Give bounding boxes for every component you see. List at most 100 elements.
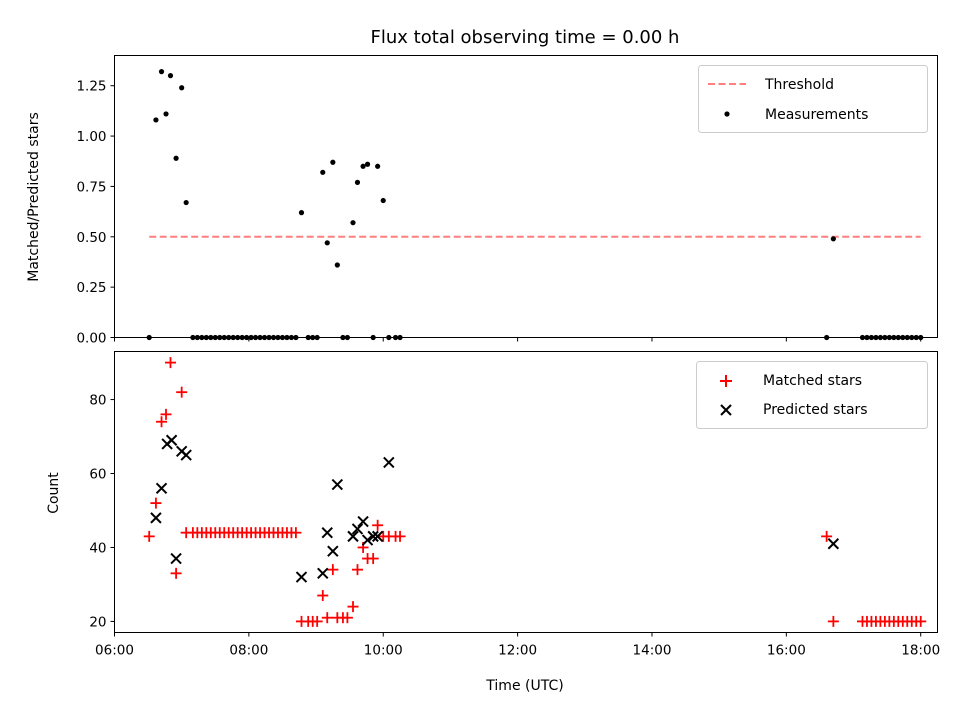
bottom-x-tick-label: 16:00 — [767, 643, 806, 659]
legend-label-threshold: Threshold — [764, 77, 834, 93]
predicted-star-marker — [180, 449, 192, 461]
top-plot: 0.00 0.25 0.50 0.75 1.00 1.25 Matched/Predict… — [26, 55, 938, 347]
x-axis-label: Time (UTC) — [485, 678, 563, 694]
measurement-point — [360, 163, 366, 169]
predicted-star-marker — [327, 545, 339, 557]
top-y-ticks: 0.00 0.25 0.50 0.75 1.00 1.25 — [76, 79, 115, 347]
measurement-point — [320, 169, 326, 175]
measurement-point — [330, 159, 336, 165]
bottom-x-ticks: 06:00 08:00 10:00 12:00 14:00 16:00 18:00 — [95, 632, 940, 659]
measurement-point — [380, 197, 386, 204]
bottom-y-tick-label: 40 — [89, 540, 106, 556]
measurement-point — [324, 240, 330, 246]
bottom-legend: Matched stars Predicted stars — [696, 361, 928, 429]
predicted-star-marker — [371, 530, 384, 543]
matched-star-marker — [341, 612, 353, 624]
top-y-tick-label: 1.00 — [76, 129, 106, 145]
matched-star-marker — [821, 530, 833, 542]
predicted-star-marker — [357, 515, 369, 528]
bottom-x-tick-label: 12:00 — [498, 643, 537, 659]
top-axes-frame — [114, 55, 938, 338]
bottom-x-tick-label: 18:00 — [901, 643, 940, 659]
legend-x-icon — [720, 404, 732, 416]
matched-star-marker — [351, 564, 363, 576]
bottom-x-tick-label: 06:00 — [95, 643, 134, 659]
matched-star-marker — [170, 567, 182, 579]
top-legend-box — [698, 65, 928, 133]
measurement-point — [163, 111, 169, 117]
measurement-point — [298, 210, 305, 216]
matched-star-marker — [915, 615, 927, 627]
predicted-star-marker — [295, 571, 308, 583]
matched-star-marker — [317, 590, 329, 602]
legend-plus-icon — [720, 375, 732, 387]
matched-star-marker — [394, 530, 406, 542]
measurement-point — [334, 262, 340, 268]
bottom-y-tick-label: 20 — [89, 614, 106, 630]
predicted-star-marker — [351, 523, 364, 535]
predicted-star-marker — [150, 512, 162, 524]
top-y-tick-label: 0.50 — [76, 230, 106, 246]
top-y-tick-label: 0.25 — [76, 280, 106, 296]
measurement-point — [183, 199, 189, 206]
predicted-star-marker — [347, 530, 359, 543]
predicted-star-marker — [165, 434, 178, 446]
bottom-y-tick-label: 80 — [89, 393, 106, 409]
bottom-y-axis-label: Count — [46, 472, 62, 514]
predicted-star-marker — [331, 478, 344, 491]
bottom-x-tick-label: 08:00 — [229, 643, 268, 659]
predicted-star-marker — [383, 456, 395, 469]
legend-label-measurements: Measurements — [765, 107, 868, 123]
matched-star-marker — [327, 564, 339, 576]
measurement-point — [167, 73, 174, 79]
top-y-tick-label: 0.00 — [76, 331, 106, 347]
legend-label-predicted-stars: Predicted stars — [763, 402, 868, 418]
matched-star-marker — [160, 408, 172, 420]
measurement-point — [375, 163, 381, 169]
matched-star-marker — [156, 416, 168, 428]
matched-star-marker — [164, 357, 176, 369]
predicted-star-marker — [367, 530, 379, 543]
measurement-point — [364, 161, 371, 167]
measurement-point — [153, 117, 159, 123]
top-x-ticks — [114, 337, 922, 342]
matched-star-marker — [827, 615, 839, 627]
matched-star-marker — [321, 612, 333, 624]
bottom-x-tick-label: 10:00 — [364, 643, 403, 659]
matched-star-marker — [372, 519, 384, 531]
predicted-star-marker — [361, 534, 374, 546]
measurement-point — [354, 179, 361, 185]
bottom-y-tick-label: 60 — [89, 467, 106, 483]
matched-star-marker — [367, 553, 379, 565]
measurement-point — [173, 155, 179, 161]
matched-star-marker — [311, 615, 323, 627]
matched-star-marker — [143, 530, 155, 542]
predicted-star-marker — [155, 482, 168, 495]
predicted-star-marker — [827, 538, 840, 550]
measurement-point — [179, 85, 185, 91]
bottom-plot: 06:00 08:00 10:00 12:00 14:00 16:00 18:00 20 40… — [46, 351, 940, 694]
matched-star-marker — [150, 497, 162, 509]
bottom-x-tick-label: 14:00 — [633, 643, 672, 659]
matched-star-marker — [347, 601, 359, 613]
top-y-tick-label: 0.75 — [76, 179, 106, 195]
top-y-axis-label: Matched/Predicted stars — [26, 112, 42, 282]
top-y-tick-label: 1.25 — [76, 79, 106, 95]
bottom-marks — [143, 357, 927, 627]
predicted-star-marker — [321, 526, 333, 539]
bottom-legend-box — [696, 361, 928, 429]
top-legend: Threshold Measurements — [698, 65, 928, 133]
chart-title: Flux total observing time = 0.00 h — [371, 27, 680, 48]
measurement-point — [158, 69, 165, 75]
matched-star-marker — [290, 527, 302, 539]
predicted-star-marker — [170, 552, 182, 565]
bottom-y-ticks: 20 40 60 80 — [89, 393, 115, 630]
measurement-point — [350, 220, 356, 226]
legend-dot-icon — [724, 111, 730, 117]
predicted-star-marker — [317, 567, 329, 580]
bottom-axes-frame — [114, 351, 938, 633]
measurement-point — [830, 236, 836, 242]
matched-star-marker — [176, 386, 188, 398]
legend-label-matched-stars: Matched stars — [763, 373, 862, 389]
